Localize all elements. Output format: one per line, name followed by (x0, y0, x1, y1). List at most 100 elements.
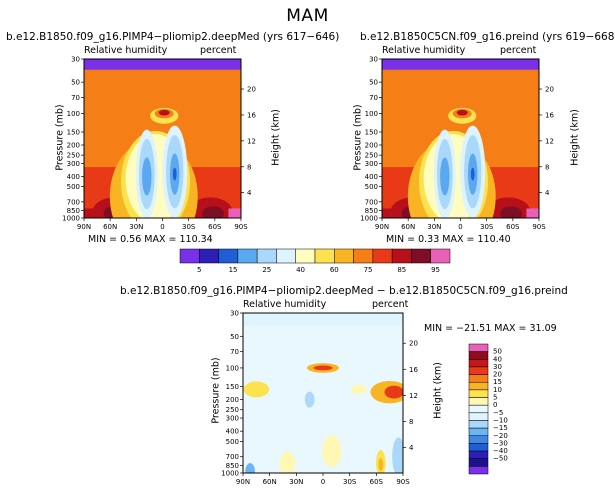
y-tick-label: 250 (365, 152, 378, 160)
colorbar-box (468, 343, 489, 352)
panel2-ylabel-right: Height (km) (569, 109, 581, 166)
colorbar-label: −10 (493, 416, 508, 424)
x-tick-label: 60N (401, 223, 415, 231)
right-tick-label: 8 (409, 418, 413, 426)
x-tick-label: 90S (532, 223, 546, 231)
y-tick-label: 200 (226, 396, 239, 404)
x-tick-label: 0 (458, 223, 462, 231)
x-tick-label: 30N (289, 478, 303, 486)
panel2-stats: MIN = 0.33 MAX = 110.40 (386, 234, 511, 245)
colorbar-label: 15 (493, 378, 502, 386)
colorbar-box (372, 248, 393, 264)
y-tick-label: 850 (67, 207, 80, 215)
right-tick-label: 12 (409, 392, 418, 400)
x-tick-label: 30N (129, 223, 143, 231)
field-polar-s (228, 208, 241, 218)
field-neg-sh (392, 437, 403, 473)
panel3-stats: MIN = −21.51 MAX = 31.09 (424, 323, 557, 334)
y-tick-label: 1000 (360, 215, 378, 223)
field-pos-sh-core (378, 458, 384, 471)
panel2-subtitle-right: percent (500, 45, 537, 56)
y-tick-label: 400 (365, 173, 378, 181)
y-tick-label: 250 (226, 406, 239, 414)
colorbar-label: 5 (197, 266, 201, 274)
y-tick-label: 300 (226, 415, 239, 423)
colorbar-label: 25 (262, 266, 271, 274)
panel3-ylabel: Pressure (mb) (210, 357, 222, 424)
y-tick-label: 100 (226, 364, 239, 372)
colorbar-box (468, 420, 489, 429)
field-polar-n (84, 208, 97, 218)
panel1-field (83, 58, 242, 219)
y-tick-label: 400 (67, 173, 80, 181)
colorbar-box (468, 404, 489, 414)
colorbar-label: −30 (493, 439, 508, 447)
x-tick-label: 30N (427, 223, 441, 231)
y-tick-label: 850 (365, 207, 378, 215)
right-tick-label: 16 (545, 111, 554, 119)
field-upper-s-core (384, 385, 403, 399)
field-polar-s (526, 208, 539, 218)
y-tick-label: 200 (365, 142, 378, 150)
field-pos-low (279, 451, 296, 473)
colorbar-box (179, 248, 200, 264)
field-ttl-core (158, 109, 170, 116)
y-tick-label: 30 (230, 310, 239, 318)
panel3-title: b.e12.B1850.f09_g16.PIMP4−pliomip2.deepM… (120, 285, 568, 297)
colorbar-box (468, 381, 489, 391)
colorbar-label: 85 (397, 266, 406, 274)
y-tick-label: 70 (369, 94, 378, 102)
field-dry-n-core (440, 157, 450, 196)
field-upper-blob (350, 384, 367, 395)
colorbar-label: 0 (493, 401, 497, 409)
x-tick-label: 60N (263, 478, 277, 486)
right-tick-label: 16 (247, 111, 256, 119)
colorbar-box (468, 389, 489, 398)
right-tick-label: 8 (545, 163, 549, 171)
y-tick-label: 500 (226, 438, 239, 446)
y-tick-label: 30 (369, 56, 378, 64)
field-dry-s-min (470, 167, 475, 181)
x-tick-label: 90S (396, 478, 410, 486)
colorbar-box (276, 248, 296, 264)
colorbar-box (468, 397, 489, 406)
y-tick-label: 50 (369, 79, 378, 87)
right-tick-label: 12 (247, 137, 256, 145)
colorbar-box (334, 248, 354, 264)
colorbar-label: 30 (493, 363, 502, 371)
right-tick-label: 4 (545, 189, 550, 197)
right-tick-label: 20 (545, 86, 554, 94)
colorbar-box (468, 458, 489, 467)
abs-colorbar: 5 15 25 40 60 75 85 95 (179, 248, 451, 274)
x-tick-label: 90N (77, 223, 91, 231)
panel3-axes: 100085070050040030025020015010070503090N… (221, 310, 418, 487)
field-polar-n (382, 208, 395, 218)
panel1-title: b.e12.B1850.f09_g16.PIMP4−pliomip2.deepM… (6, 31, 340, 43)
y-tick-label: 700 (365, 198, 378, 206)
x-tick-label: 0 (160, 223, 164, 231)
colorbar-box (468, 374, 489, 383)
panel2-ylabel: Pressure (mb) (352, 104, 364, 171)
y-tick-label: 300 (365, 160, 378, 168)
panel1-stats: MIN = 0.56 MAX = 110.34 (88, 234, 213, 245)
colorbar-box (314, 248, 335, 264)
y-tick-label: 70 (230, 348, 239, 356)
panel3-subtitle-left: Relative humidity (243, 299, 327, 310)
y-tick-label: 850 (226, 462, 239, 470)
y-tick-label: 500 (365, 183, 378, 191)
y-tick-label: 100 (67, 110, 80, 118)
colorbar-box (468, 351, 489, 360)
y-tick-label: 200 (67, 142, 80, 150)
colorbar-box (468, 435, 489, 444)
field-strat-top (243, 313, 403, 327)
x-tick-label: 90N (375, 223, 389, 231)
y-tick-label: 300 (67, 160, 80, 168)
y-tick-label: 150 (365, 128, 378, 136)
field-neg-upper (304, 391, 315, 408)
x-tick-label: 60S (208, 223, 222, 231)
colorbar-label: 10 (493, 386, 502, 394)
colorbar-label: −15 (493, 424, 508, 432)
x-tick-label: 60S (506, 223, 520, 231)
